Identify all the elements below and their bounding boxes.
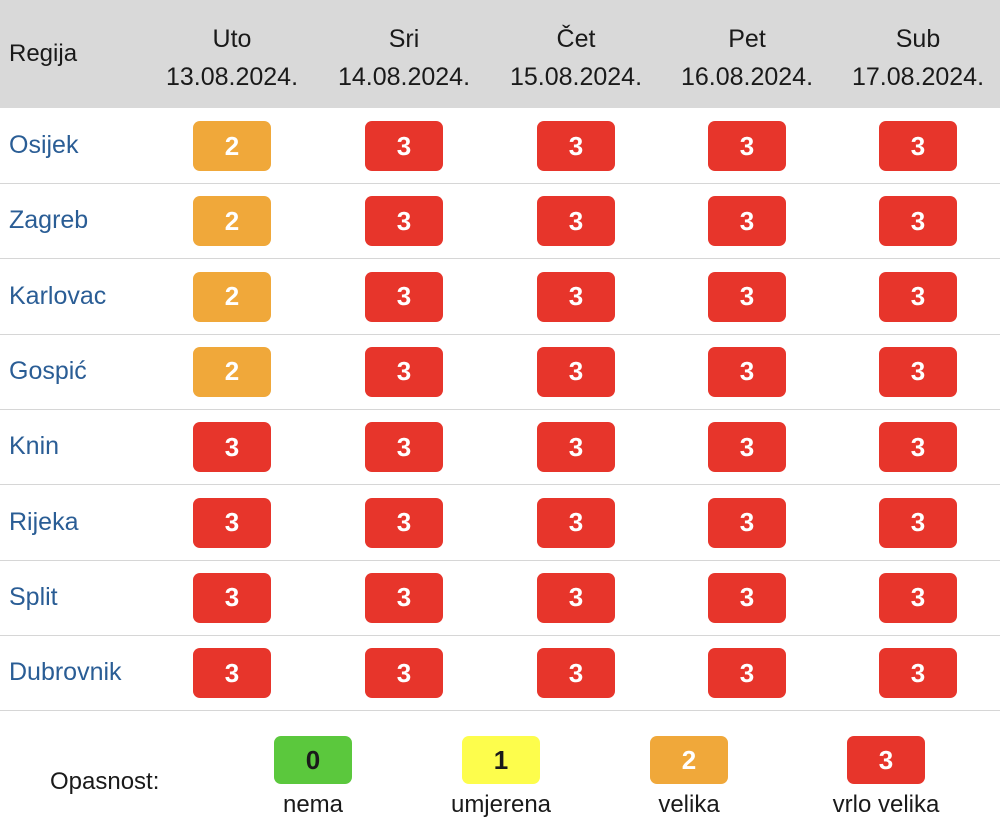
day-header-3: Pet 16.08.2024.	[662, 20, 832, 96]
danger-level-badge: 3	[879, 346, 957, 397]
table-row: Gospić 2 3 3 3 3	[0, 334, 1000, 410]
legend-label: umjerena	[450, 791, 552, 818]
region-column-header: Regija	[9, 40, 78, 67]
legend-item: 0 nema	[223, 736, 403, 819]
danger-level-badge: 3	[879, 196, 957, 247]
danger-level-badge: 3	[193, 422, 271, 473]
day-date: 13.08.2024.	[165, 63, 299, 91]
danger-level-badge: 3	[879, 121, 957, 171]
table-row: Split 3 3 3 3 3	[0, 560, 1000, 636]
legend-badge: 2	[650, 736, 728, 784]
danger-level-badge: 3	[537, 271, 615, 322]
danger-level-badge: 3	[365, 572, 443, 623]
danger-level-badge: 3	[537, 121, 615, 171]
region-link[interactable]: Dubrovnik	[9, 658, 122, 687]
danger-level-badge: 3	[193, 497, 271, 548]
table-header: Regija Uto 13.08.2024. Sri 14.08.2024. Čet 15…	[0, 0, 1000, 108]
danger-level-badge: 3	[537, 422, 615, 473]
danger-level-badge: 2	[193, 196, 271, 247]
danger-level-badge: 3	[193, 572, 271, 623]
day-date: 14.08.2024.	[337, 63, 471, 91]
danger-level-badge: 3	[365, 422, 443, 473]
table-row: Zagreb 2 3 3 3 3	[0, 183, 1000, 260]
danger-level-badge: 3	[365, 196, 443, 247]
danger-level-badge: 3	[708, 196, 786, 247]
day-name: Čet	[556, 25, 596, 53]
region-link[interactable]: Gospić	[9, 356, 87, 385]
day-header-2: Čet 15.08.2024.	[491, 20, 661, 96]
day-header-0: Uto 13.08.2024.	[147, 20, 317, 96]
danger-level-badge: 3	[708, 346, 786, 397]
day-name: Pet	[728, 25, 766, 53]
day-name: Uto	[212, 25, 252, 53]
day-name: Sri	[388, 25, 420, 53]
danger-level-badge: 3	[879, 422, 957, 473]
danger-level-badge: 3	[537, 572, 615, 623]
danger-level-badge: 3	[708, 497, 786, 548]
legend-label: nema	[282, 791, 344, 818]
table-row: Osijek 2 3 3 3 3	[0, 108, 1000, 184]
legend-item: 1 umjerena	[411, 736, 591, 819]
table-row: Knin 3 3 3 3 3	[0, 409, 1000, 486]
region-link[interactable]: Zagreb	[9, 206, 89, 235]
danger-level-badge: 3	[537, 346, 615, 397]
danger-level-badge: 3	[365, 497, 443, 548]
danger-level-badge: 3	[708, 422, 786, 473]
danger-level-badge: 3	[708, 572, 786, 623]
danger-level-badge: 3	[537, 497, 615, 548]
legend-title: Opasnost:	[50, 768, 160, 795]
legend-badge: 0	[274, 736, 352, 784]
danger-level-badge: 2	[193, 121, 271, 171]
danger-level-badge: 3	[879, 572, 957, 623]
danger-level-badge: 3	[537, 648, 615, 699]
table-row: Rijeka 3 3 3 3 3	[0, 485, 1000, 561]
danger-level-badge: 3	[365, 346, 443, 397]
danger-level-badge: 3	[365, 648, 443, 699]
table-row: Dubrovnik 3 3 3 3 3	[0, 635, 1000, 712]
danger-level-badge: 3	[708, 648, 786, 699]
danger-level-badge: 3	[708, 271, 786, 322]
region-link[interactable]: Split	[9, 582, 58, 611]
legend-item: 3 vrlo velika	[796, 736, 976, 819]
day-date: 15.08.2024.	[509, 63, 643, 91]
legend-item: 2 velika	[599, 736, 779, 819]
region-link[interactable]: Knin	[9, 432, 60, 461]
danger-level-badge: 2	[193, 271, 271, 322]
table-row: Karlovac 2 3 3 3 3	[0, 259, 1000, 335]
day-header-1: Sri 14.08.2024.	[319, 20, 489, 96]
danger-level-badge: 3	[365, 271, 443, 322]
danger-level-badge: 3	[879, 497, 957, 548]
day-date: 16.08.2024.	[680, 63, 814, 91]
day-date: 17.08.2024.	[851, 63, 985, 91]
legend-label: velika	[658, 791, 720, 818]
day-name: Sub	[895, 25, 941, 53]
legend-label: vrlo velika	[832, 791, 940, 818]
legend-badge: 3	[847, 736, 925, 784]
danger-level-badge: 3	[879, 271, 957, 322]
day-header-4: Sub 17.08.2024.	[833, 20, 1000, 96]
danger-level-badge: 2	[193, 346, 271, 397]
danger-level-badge: 3	[193, 648, 271, 699]
danger-level-badge: 3	[537, 196, 615, 247]
danger-level-badge: 3	[708, 121, 786, 171]
legend-badge: 1	[462, 736, 540, 784]
region-link[interactable]: Osijek	[9, 131, 79, 159]
danger-level-badge: 3	[879, 648, 957, 699]
region-link[interactable]: Karlovac	[9, 281, 107, 310]
region-link[interactable]: Rijeka	[9, 507, 79, 536]
danger-level-badge: 3	[365, 121, 443, 171]
